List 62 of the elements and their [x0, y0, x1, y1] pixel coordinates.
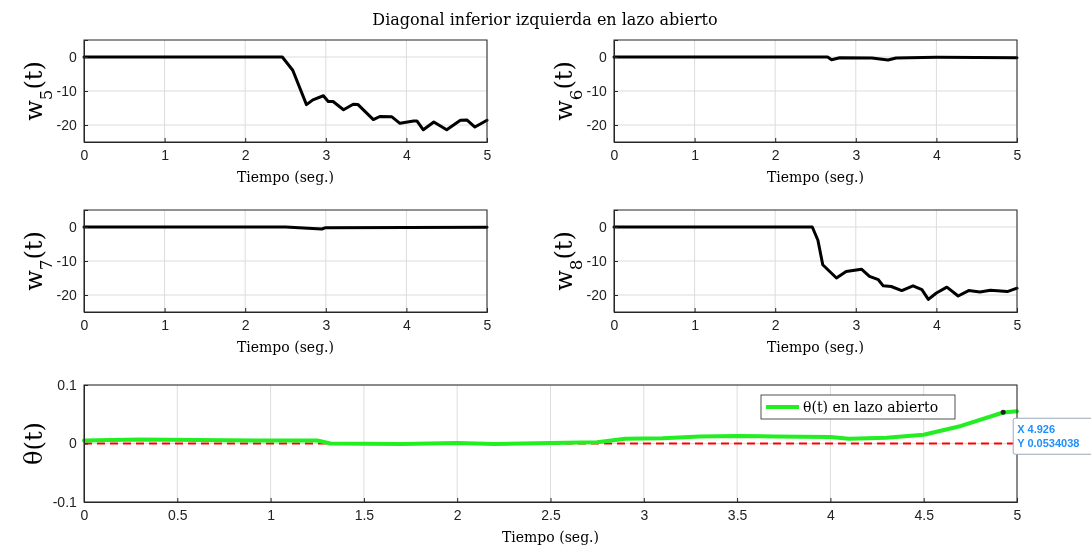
x-axis-title: Tiempo (seg.): [501, 529, 600, 545]
y-tick-label: 0: [69, 48, 77, 65]
x-tick-label: 4: [933, 317, 941, 334]
x-tick-label: 2: [453, 507, 462, 524]
x-tick-label: 0: [80, 147, 89, 164]
y-tick-label: -0.1: [52, 493, 78, 510]
x-tick-label: 5: [1013, 147, 1022, 164]
y-tick-label: 0: [69, 218, 77, 235]
x-tick-label: 2: [241, 317, 250, 334]
y-tick-label: -10: [56, 82, 78, 99]
x-axis-title: Tiempo (seg.): [236, 339, 335, 355]
x-tick-label: 1: [267, 507, 276, 524]
y-axis-title: θ(t): [20, 422, 48, 465]
x-axis-title: Tiempo (seg.): [766, 169, 865, 185]
x-tick-label: 0: [610, 317, 619, 334]
line-series: [612, 225, 1019, 301]
y-tick-label: -10: [586, 82, 608, 99]
x-tick-label: 0.5: [168, 507, 188, 524]
x-axis-title: Tiempo (seg.): [236, 169, 335, 185]
x-tick-label: 5: [1013, 317, 1022, 334]
x-tick-label: 1: [161, 147, 170, 164]
x-tick-label: 4.5: [914, 507, 935, 524]
x-tick-label: 1.5: [354, 507, 375, 524]
y-tick-label: 0: [69, 435, 77, 452]
y-tick-label: -10: [586, 252, 608, 269]
x-tick-label: 0: [610, 147, 619, 164]
x-tick-label: 3: [322, 147, 331, 164]
x-tick-label: 1: [691, 317, 700, 334]
y-tick-label: -20: [586, 286, 608, 303]
x-tick-label: 2: [771, 147, 780, 164]
y-tick-label: 0: [599, 48, 607, 65]
x-tick-label: 4: [403, 147, 411, 164]
x-tick-label: 5: [483, 147, 492, 164]
x-tick-label: 0: [80, 507, 89, 524]
data-tip: X 4.926 Y 0.0534038: [1000, 409, 1091, 455]
x-tick-label: 3.5: [727, 507, 748, 524]
x-tick-label: 2: [241, 147, 250, 164]
x-tick-label: 4: [403, 317, 411, 334]
y-tick-label: -20: [56, 116, 78, 133]
x-tick-label: 2.5: [541, 507, 561, 524]
x-axis-title: Tiempo (seg.): [766, 339, 865, 355]
x-tick-label: 2: [771, 317, 780, 334]
y-tick-label: -20: [56, 286, 78, 303]
x-tick-label: 3: [640, 507, 649, 524]
x-tick-label: 3: [852, 317, 861, 334]
x-tick-label: 0: [80, 317, 89, 334]
x-tick-label: 5: [1013, 507, 1022, 524]
line-series: [82, 55, 489, 132]
y-tick-label: 0.1: [57, 376, 78, 393]
legend-label: θ(t) en lazo abierto: [803, 399, 939, 415]
x-tick-label: 4: [933, 147, 941, 164]
x-tick-label: 3: [322, 317, 331, 334]
text: Diagonal inferior izquierda en lazo abierto: [372, 10, 718, 29]
x-tick-label: 1: [161, 317, 170, 334]
x-tick-label: 5: [483, 317, 492, 334]
x-tick-label: 3: [852, 147, 861, 164]
x-tick-label: 1: [691, 147, 700, 164]
y-tick-label: -10: [56, 252, 78, 269]
x-tick-label: 4: [827, 507, 835, 524]
y-tick-label: -20: [586, 116, 608, 133]
annotation: X 4.926 Y 0.0534038: [1017, 423, 1080, 450]
y-tick-label: 0: [599, 218, 607, 235]
